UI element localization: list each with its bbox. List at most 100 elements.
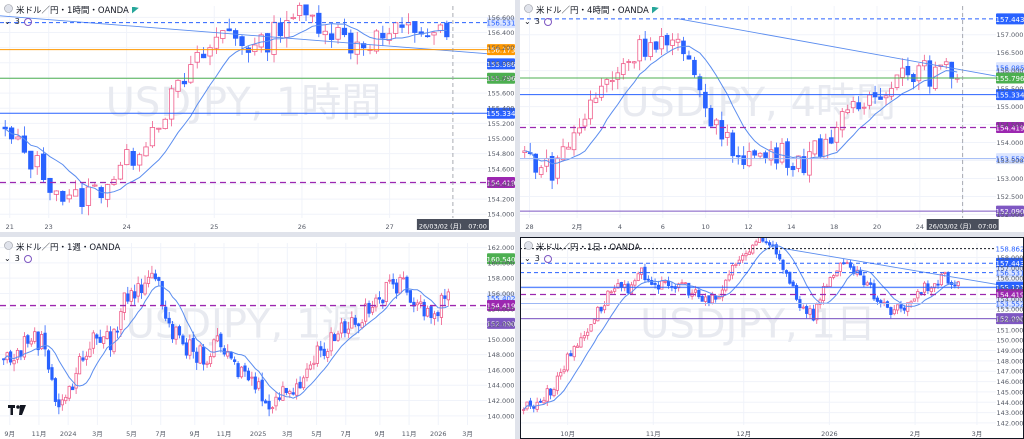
x-tick-label: 3月 <box>282 430 293 438</box>
price-tag-label: 154.419 <box>487 303 515 311</box>
candle-body <box>329 332 333 352</box>
pane-1w[interactable]: USDJPY, 1週 160.540 155.402 154.419 152.090 16… <box>0 237 515 439</box>
candle-body <box>815 303 819 321</box>
indicator-icon[interactable] <box>543 17 552 26</box>
candle-body <box>566 146 571 150</box>
candle-body <box>319 346 323 351</box>
candle-body <box>129 290 133 302</box>
candle-body <box>260 379 264 402</box>
candle-body <box>869 282 873 285</box>
y-tick-label: 155.200 <box>488 120 515 128</box>
candle-body <box>834 127 840 143</box>
candle-body <box>692 59 697 76</box>
indicator-chevron-icon[interactable]: ⌄ <box>4 17 11 26</box>
y-tick-label: 152.000 <box>488 321 515 329</box>
candle-body <box>906 302 910 312</box>
indicator-icon[interactable] <box>23 17 32 26</box>
candle-body <box>437 24 444 32</box>
pane-1h[interactable]: USDJPY, 1時間 156.531 156.173 155.986 155.796 1… <box>0 0 515 232</box>
candle-body <box>626 283 630 294</box>
x-tick-label: 27 <box>385 223 393 231</box>
pane-divider-horizontal[interactable] <box>0 232 1024 237</box>
candle-body <box>332 334 337 342</box>
candle-body <box>98 336 102 343</box>
candle-body <box>143 282 147 295</box>
price-tag-label: 155.334 <box>996 92 1024 100</box>
candle-body <box>687 282 691 296</box>
candle-body <box>168 88 175 120</box>
candle-body <box>821 286 826 302</box>
candle-body <box>761 237 765 242</box>
chart-canvas-1d[interactable]: USDJPY, 1日158.862157.443156.531155.33415… <box>520 237 1024 439</box>
candle-body <box>643 266 647 281</box>
symbol-title[interactable]: 米ドル／円・4時間・OANDA <box>536 6 649 16</box>
candle-body <box>264 33 271 53</box>
symbol-title[interactable]: 米ドル／円・1日・OANDA <box>536 243 641 253</box>
chart-canvas-1w[interactable]: USDJPY, 1週160.540155.402154.419152.09016… <box>0 237 515 439</box>
candle-body <box>443 295 447 299</box>
candle-body <box>717 296 721 300</box>
candle-body <box>198 345 202 364</box>
pane-1d[interactable]: USDJPY, 1日158.862157.443156.531155.33415… <box>520 237 1024 439</box>
symbol-title[interactable]: 米ドル／円・1週・OANDA <box>16 243 121 253</box>
date-tag-label: 26/03/02 (月) 07:00 <box>929 223 997 231</box>
candle-body <box>81 357 85 361</box>
candle-body <box>363 303 368 322</box>
x-tick-label: 12月 <box>736 430 751 438</box>
candle-body <box>741 255 745 261</box>
candle-body <box>422 301 426 317</box>
candle-body <box>33 331 37 342</box>
candle-body <box>768 242 772 246</box>
candle-body <box>697 289 701 298</box>
price-tag-bg <box>996 297 1024 309</box>
moving-average-line <box>4 23 447 194</box>
indicator-chevron-icon[interactable]: ⌄ <box>524 17 531 26</box>
candle-body <box>779 142 785 163</box>
candle-body <box>848 262 853 268</box>
indicator-icon[interactable] <box>23 254 32 263</box>
candle-body <box>167 317 171 324</box>
candle-body <box>707 295 711 304</box>
candle-body <box>21 135 28 153</box>
symbol-title[interactable]: 米ドル／円・1時間・OANDA <box>16 6 129 16</box>
candle-body <box>737 259 741 264</box>
candle-body <box>670 39 675 46</box>
candle-body <box>801 306 805 309</box>
price-tag-bg <box>996 243 1024 255</box>
indicator-chevron-icon[interactable]: ⌄ <box>4 254 11 263</box>
candle-body <box>538 167 544 175</box>
x-tick-label: 7月 <box>340 430 351 438</box>
candle-body <box>258 34 264 48</box>
candle-body <box>424 35 431 38</box>
candle-body <box>631 61 637 64</box>
candle-body <box>92 184 98 187</box>
y-tick-label: 144.000 <box>997 399 1024 407</box>
x-axis: 21 23 24 25 26 27 <box>6 223 394 231</box>
candle-body <box>919 292 923 294</box>
candle-body <box>929 287 933 293</box>
chart-canvas-1h[interactable]: USDJPY, 1時間156.531156.173155.986155.7961… <box>0 0 515 232</box>
candle-body <box>596 306 600 322</box>
chart-canvas-4h[interactable]: USDJPY, 4時間157.443156.085155.796155.3341… <box>520 0 1024 232</box>
price-tag-bg <box>996 121 1024 133</box>
candle-body <box>832 275 836 278</box>
currency-flag-icon <box>524 241 533 252</box>
candle-body <box>852 266 856 274</box>
y-tick-label: 153.500 <box>997 157 1024 165</box>
candle-body <box>784 270 789 274</box>
candle-body <box>949 61 955 79</box>
candle-body <box>861 106 867 109</box>
candle-body <box>916 65 922 82</box>
y-tick-label: 153.000 <box>997 175 1024 183</box>
candle-body <box>133 291 137 299</box>
y-tick-label: 154.000 <box>997 295 1024 303</box>
candle-body <box>34 155 40 168</box>
pane-divider-vertical[interactable] <box>515 0 520 439</box>
candle-body <box>905 65 911 76</box>
y-tick-label: 157.000 <box>997 31 1024 39</box>
candle-body <box>703 91 708 109</box>
pane-4h[interactable]: USDJPY, 4時間 157.443 156.085 155.796 155.334 1… <box>520 0 1024 232</box>
indicator-icon[interactable] <box>543 254 552 263</box>
indicator-chevron-icon[interactable]: ⌄ <box>524 254 531 263</box>
